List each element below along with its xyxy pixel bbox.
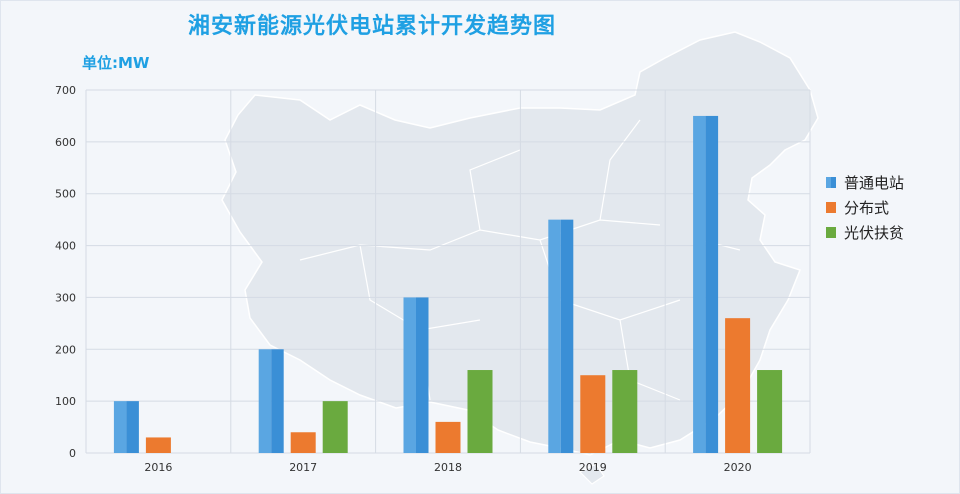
bar-face (145, 437, 171, 453)
x-tick-label: 2019 (579, 461, 607, 474)
bar-face-left (693, 115, 706, 453)
chart-title: 湘安新能源光伏电站累计开发趋势图 (188, 14, 557, 39)
bar-face (725, 318, 751, 453)
legend-swatch (826, 177, 836, 188)
bar-face-right (416, 297, 429, 453)
y-tick-label: 500 (55, 188, 76, 201)
bar-分布式-2020[interactable] (725, 318, 751, 453)
bar-光伏扶贫-2018[interactable] (467, 370, 493, 453)
bar-普通电站-2019[interactable] (548, 219, 574, 453)
bar-face-left (403, 297, 416, 453)
bar-face (757, 370, 783, 453)
bar-分布式-2017[interactable] (290, 432, 316, 453)
bar-face-right (271, 349, 284, 453)
x-tick-label: 2020 (724, 461, 752, 474)
chart-axes: 0 100 200 300 400 500 600 700 2016 2017 2018 2019 20… (55, 84, 752, 474)
bar-普通电站-2017[interactable] (258, 349, 284, 453)
bar-光伏扶贫-2020[interactable] (757, 370, 783, 453)
legend-swatch (826, 227, 836, 238)
y-tick-label: 200 (55, 343, 76, 356)
legend-item-series-2[interactable]: 光伏扶贫 (826, 220, 904, 245)
bar-face (467, 370, 493, 453)
chart-legend: 普通电站 分布式 光伏扶贫 (826, 170, 904, 245)
y-tick-label: 400 (55, 240, 76, 253)
bar-分布式-2016[interactable] (145, 437, 171, 453)
x-tick-label: 2017 (289, 461, 317, 474)
bar-face-right (705, 115, 719, 453)
bar-普通电站-2020[interactable] (693, 115, 719, 453)
bar-face (290, 432, 316, 453)
chart-bars (113, 115, 783, 453)
legend-swatch (826, 202, 836, 213)
y-tick-label: 100 (55, 395, 76, 408)
bar-普通电站-2018[interactable] (403, 297, 429, 453)
bar-face (435, 421, 461, 453)
legend-label: 普通电站 (844, 174, 905, 192)
bar-分布式-2018[interactable] (435, 421, 461, 453)
y-tick-label: 300 (55, 291, 76, 304)
legend-item-series-1[interactable]: 分布式 (826, 195, 904, 220)
bar-face-left (113, 401, 127, 453)
bar-face-left (548, 219, 561, 453)
y-tick-label: 600 (55, 136, 76, 149)
x-tick-label: 2016 (144, 461, 172, 474)
legend-item-series-0[interactable]: 普通电站 (826, 170, 904, 195)
bar-face (322, 401, 348, 453)
x-tick-label: 2018 (434, 461, 462, 474)
bar-face (612, 370, 638, 453)
y-tick-label: 0 (69, 447, 76, 460)
bar-face-right (560, 219, 574, 453)
bar-光伏扶贫-2017[interactable] (322, 401, 348, 453)
bar-face-right (126, 401, 139, 453)
legend-label: 分布式 (844, 199, 890, 217)
bar-face (580, 375, 606, 453)
bar-光伏扶贫-2019[interactable] (612, 370, 638, 453)
unit-label: 单位:MW (82, 54, 150, 72)
bar-普通电站-2016[interactable] (113, 401, 139, 453)
y-tick-label: 700 (55, 84, 76, 97)
legend-label: 光伏扶贫 (844, 224, 905, 242)
bar-face-left (258, 349, 272, 453)
bar-分布式-2019[interactable] (580, 375, 606, 453)
